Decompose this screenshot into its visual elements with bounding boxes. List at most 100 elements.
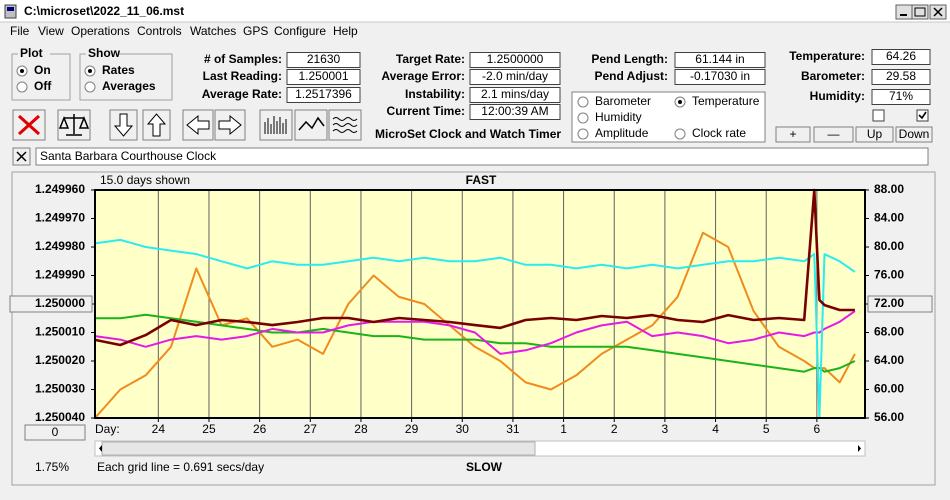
button[interactable] xyxy=(855,126,894,143)
left-arrow xyxy=(186,114,210,136)
menu-item: Controls xyxy=(137,24,182,38)
maximize-button[interactable] xyxy=(911,4,929,20)
radio[interactable] xyxy=(674,128,686,140)
readout-box xyxy=(469,87,561,103)
offset-button-label: 0 xyxy=(52,425,59,439)
clock-name: Santa Barbara Courthouse Clock xyxy=(40,149,217,163)
readout-box xyxy=(674,52,766,68)
balance-icon xyxy=(58,114,90,136)
y-tick-label: 1.250030 xyxy=(35,382,85,396)
y-tick-label: 1.250010 xyxy=(35,325,85,339)
readout-box xyxy=(674,69,766,85)
x-tick-label: 24 xyxy=(152,422,166,436)
x-tick-label: 1 xyxy=(560,422,567,436)
curve-icon xyxy=(298,116,325,131)
plot-area xyxy=(95,190,865,418)
readout-label: Pend Adjust: xyxy=(594,69,668,83)
menu-item: Configure xyxy=(274,24,326,38)
radio[interactable] xyxy=(577,128,589,140)
y2-tick-label: 64.00 xyxy=(874,353,904,367)
x-tick-label: 3 xyxy=(662,422,669,436)
checkbox[interactable] xyxy=(916,109,929,122)
top-label: FAST xyxy=(466,173,497,187)
button[interactable] xyxy=(775,126,811,143)
legend-label: Clock rate xyxy=(692,126,746,140)
button[interactable] xyxy=(895,126,933,143)
window-title: C:\microset\2022_11_06.mst xyxy=(24,4,184,18)
radio[interactable] xyxy=(84,81,96,93)
button-label: Up xyxy=(867,127,883,141)
y-tick-label: 1.250000 xyxy=(35,296,85,310)
readout-box xyxy=(871,49,931,65)
legend-label: Humidity xyxy=(595,110,642,124)
y2-tick-label: 56.00 xyxy=(874,410,904,424)
grid-note: Each grid line = 0.691 secs/day xyxy=(97,460,264,474)
tick-box[interactable] xyxy=(9,295,93,313)
zoom-label: 1.75% xyxy=(35,460,69,474)
series-line xyxy=(94,310,856,355)
scrollbar-thumb[interactable] xyxy=(101,441,536,456)
radio[interactable] xyxy=(577,112,589,124)
button[interactable] xyxy=(813,126,854,143)
menu-item: Help xyxy=(333,24,358,38)
menu-item: View xyxy=(38,24,64,38)
title-bar xyxy=(0,0,950,22)
x-tick-label: 28 xyxy=(354,422,368,436)
series-line xyxy=(94,188,855,347)
radio-label: Off xyxy=(34,79,52,93)
app-icon-screen xyxy=(7,7,14,11)
x-tick-label: 26 xyxy=(253,422,267,436)
radio[interactable] xyxy=(577,96,589,108)
legend-box xyxy=(571,91,766,143)
groupbox-title-bg xyxy=(18,48,50,60)
scroll-right-arrow[interactable] xyxy=(858,445,861,452)
checkmark xyxy=(918,111,927,120)
menu-item: Watches xyxy=(190,24,236,38)
readout-label: Instability: xyxy=(405,87,465,101)
maximize-glyph xyxy=(914,7,926,17)
radio[interactable] xyxy=(16,81,28,93)
readout-box xyxy=(286,52,361,68)
readout-box xyxy=(871,69,931,85)
y-tick-label: 1.249960 xyxy=(35,182,85,196)
button-label: Down xyxy=(899,127,930,141)
tick-box[interactable] xyxy=(867,295,933,313)
window-controls xyxy=(895,4,947,20)
right-arrow xyxy=(218,114,242,136)
scroll-left-arrow[interactable] xyxy=(99,445,102,452)
readout-value: 12:00:39 AM xyxy=(481,104,548,118)
menu-item: File xyxy=(10,24,30,38)
offset-button[interactable] xyxy=(24,424,86,441)
x-label: Day: xyxy=(95,422,120,436)
clock-name-field[interactable] xyxy=(35,147,929,166)
x-tick-label: 30 xyxy=(456,422,470,436)
readout-label: Average Error: xyxy=(381,69,465,83)
menu-item: Operations xyxy=(71,24,130,38)
minimize-button[interactable] xyxy=(895,4,913,20)
x-tick-label: 31 xyxy=(506,422,520,436)
readout-value: 2.1 mins/day xyxy=(481,87,549,101)
checkbox[interactable] xyxy=(872,109,885,122)
readout-value: 1.2517396 xyxy=(295,87,352,101)
radio-label: Averages xyxy=(102,79,156,93)
bottom-label: SLOW xyxy=(466,460,503,474)
readout-label: Temperature: xyxy=(789,49,865,63)
radio-dot xyxy=(20,69,24,73)
readout-label: Average Rate: xyxy=(202,87,282,101)
readout-label: Last Reading: xyxy=(203,69,282,83)
x-tick-label: 5 xyxy=(763,422,770,436)
y-tick-label: 1.249970 xyxy=(35,211,85,225)
y2-tick-label: 76.00 xyxy=(874,268,904,282)
button-label: — xyxy=(828,127,840,141)
readout-box xyxy=(286,69,361,85)
x-tick-label: 6 xyxy=(814,422,821,436)
button-label: + xyxy=(789,127,796,141)
readout-value: 64.26 xyxy=(886,49,916,63)
y2-tick-label: 80.00 xyxy=(874,239,904,253)
toolbar xyxy=(12,109,362,141)
readout-label: # of Samples: xyxy=(204,52,282,66)
radio-label: On xyxy=(34,63,51,77)
curve-button[interactable] xyxy=(294,109,328,141)
x-tick-label: 25 xyxy=(202,422,216,436)
readout-box xyxy=(469,104,561,120)
